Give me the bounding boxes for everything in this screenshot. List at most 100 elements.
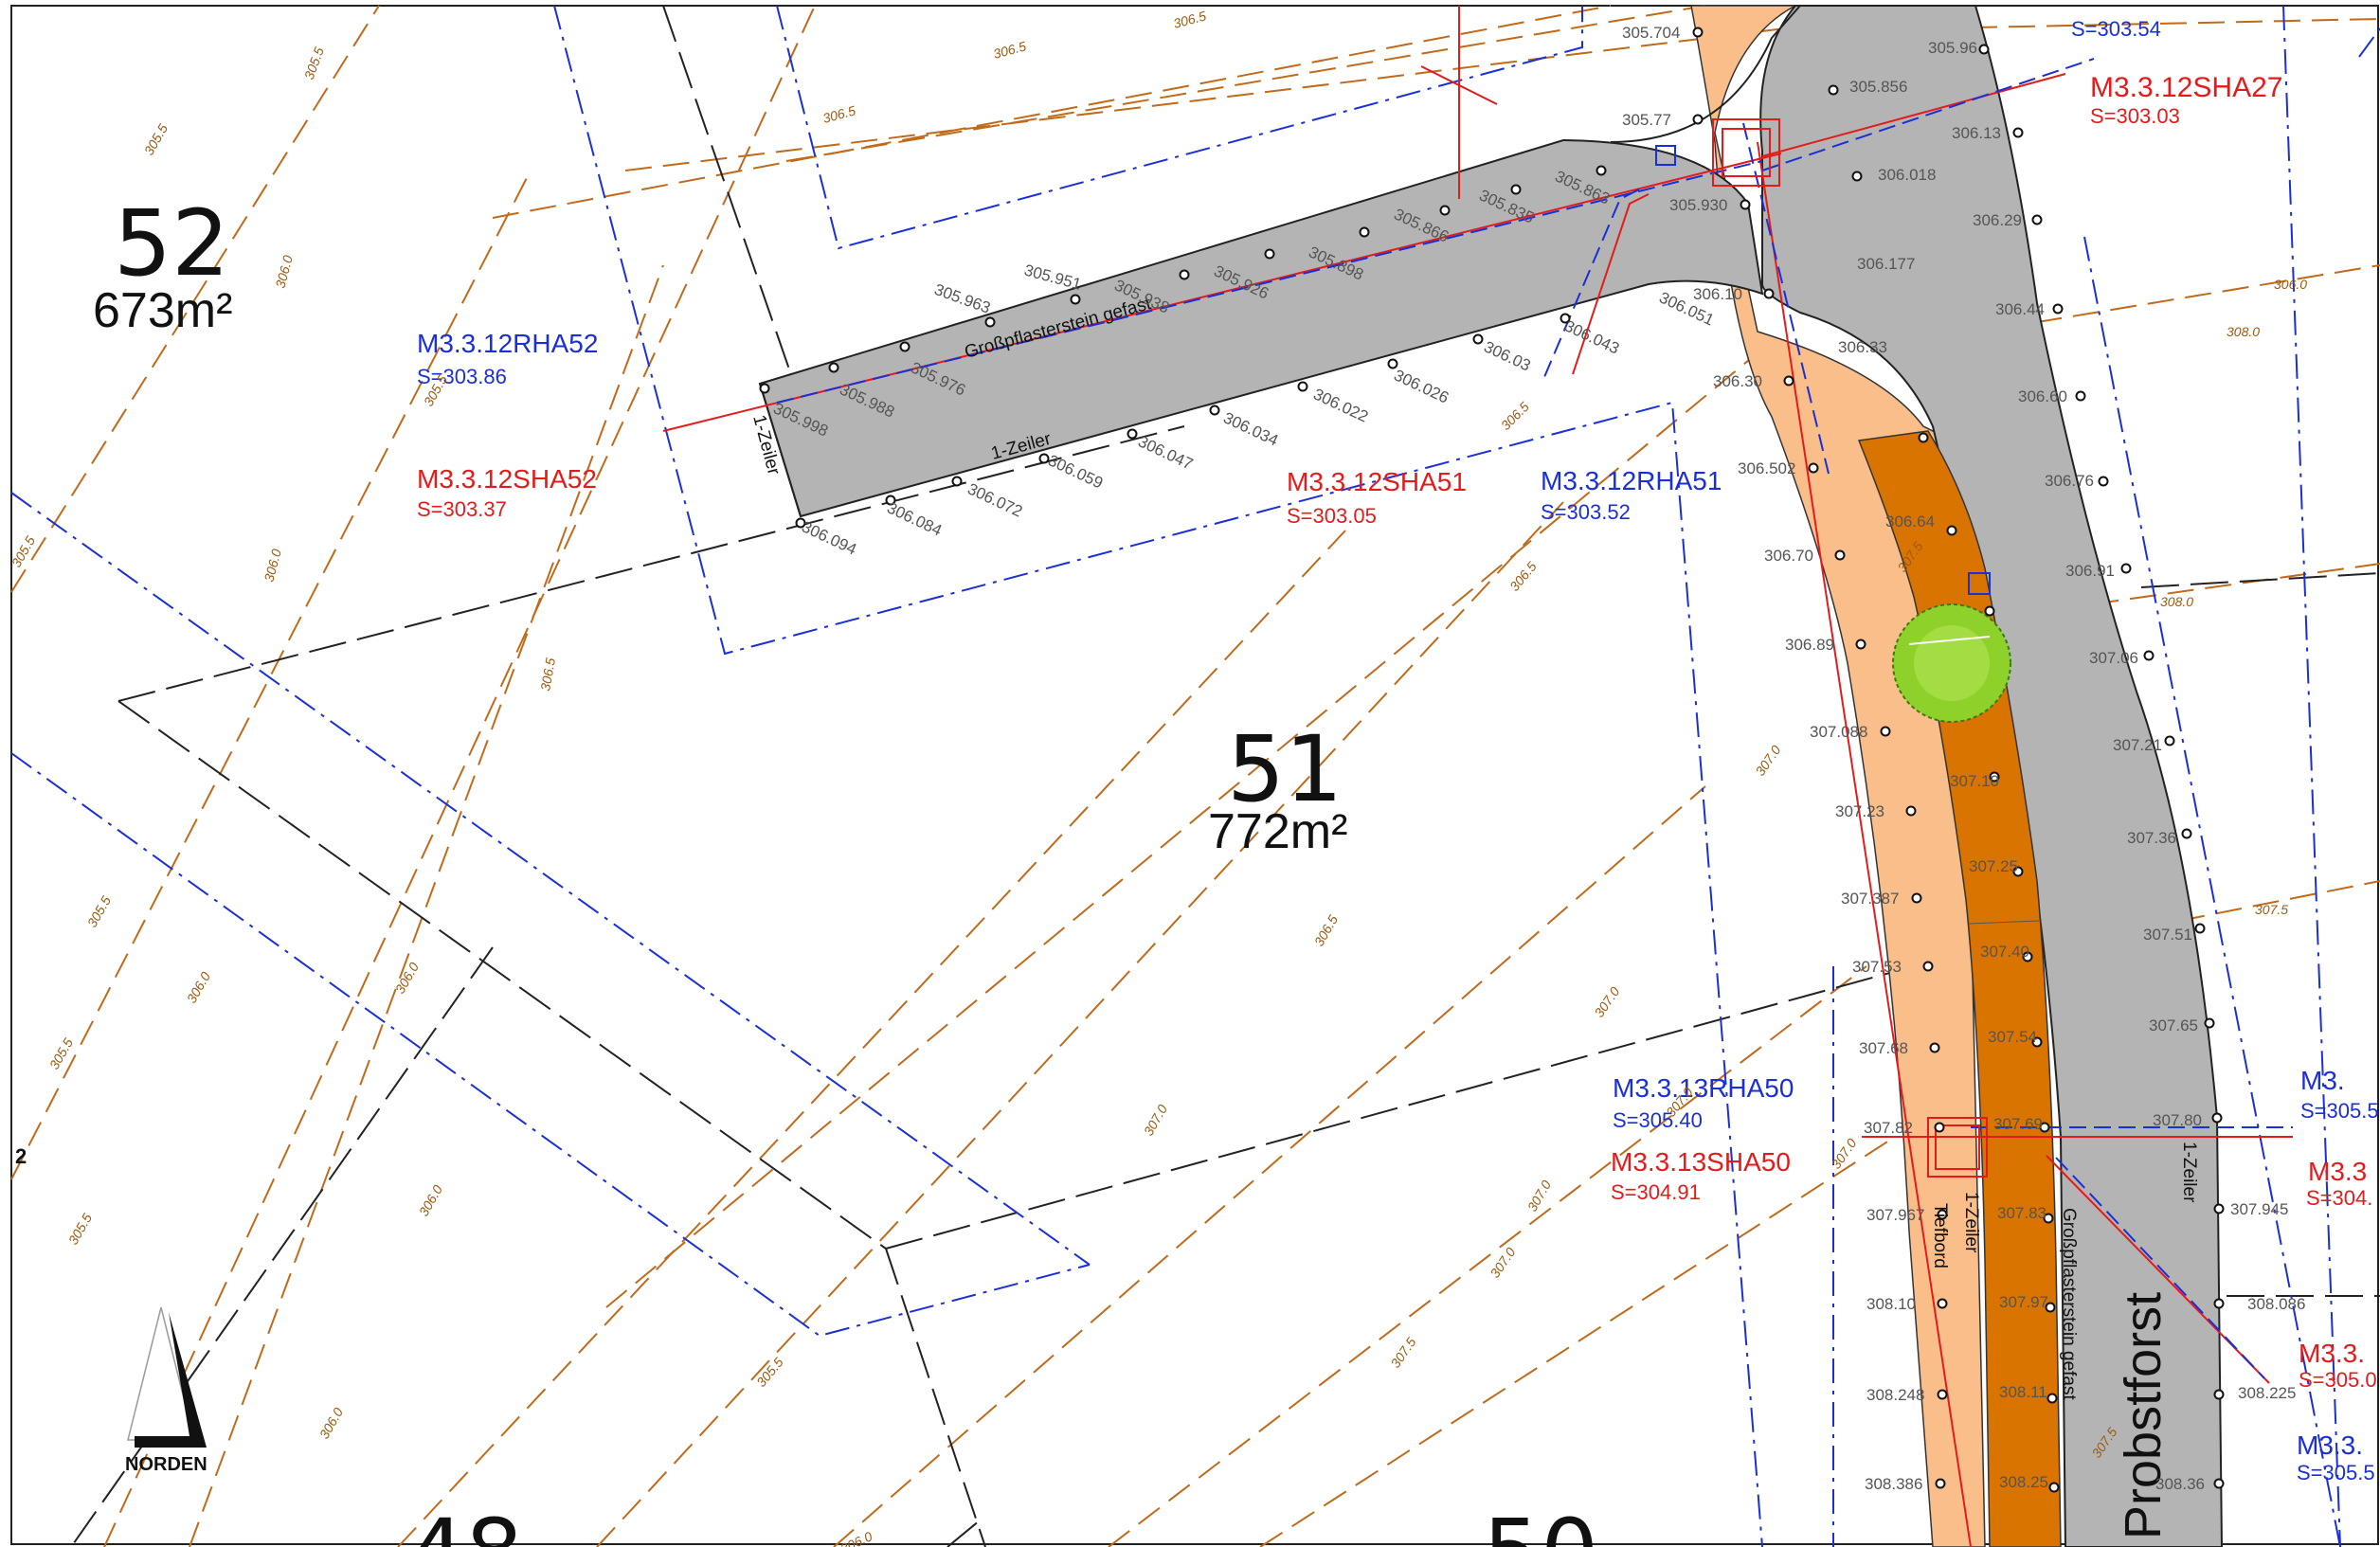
elevation-label: 307.65 (2149, 1016, 2198, 1034)
contour-label: 305.5 (65, 1211, 95, 1248)
elevation-label: 306.043 (1561, 316, 1622, 357)
elevation-label: 305.951 (1022, 261, 1083, 294)
elevation-label: 307.80 (2153, 1111, 2202, 1129)
survey-point (1264, 248, 1275, 260)
survey-point (1834, 549, 1846, 561)
elevation-label: 306.60 (2018, 387, 2067, 405)
survey-point (759, 383, 770, 394)
survey-point (1560, 313, 1571, 324)
sha-s: S=303.03 (2090, 104, 2180, 128)
elevation-label: 307.69 (1993, 1115, 2043, 1133)
sha-s: S=303.37 (417, 497, 507, 521)
elevation-label: 307.97 (1999, 1293, 2048, 1311)
elevation-labels-parking: 306.33 306.64 307.10 307.25 307.40 307.54 307.… (1838, 338, 2048, 1491)
lot-setback-lines (10, 5, 2380, 1547)
survey-point (1937, 1298, 1948, 1309)
sha-id: M3.3 (2308, 1157, 2367, 1186)
elevation-labels-west: 305.704 305.77 305.930 306.10 306.30 306.502 3… (1622, 24, 1924, 1493)
survey-point (1472, 333, 1484, 345)
survey-point (1179, 269, 1190, 280)
contour-label: 305.5 (84, 893, 114, 930)
elevation-label: 307.53 (1852, 958, 1902, 976)
survey-point (951, 476, 963, 487)
elevation-label: 307.945 (2230, 1200, 2288, 1218)
elevation-label: 308.248 (1866, 1386, 1924, 1404)
survey-point (2048, 1482, 2060, 1493)
elevation-label: 307.36 (2127, 829, 2176, 847)
sha-id: M3.3.12SHA51 (1287, 467, 1467, 496)
sha-id: M3.3.13SHA50 (1611, 1147, 1791, 1177)
elevation-label: 306.70 (1764, 547, 1813, 565)
contour-label: 306.5 (537, 657, 558, 692)
survey-point (1905, 805, 1917, 817)
contour-label: 306.0 (316, 1405, 346, 1442)
elevation-label: 307.83 (1997, 1204, 2046, 1222)
contour-label: 307.5 (1387, 1335, 1418, 1371)
survey-point (1596, 165, 1607, 176)
elevation-label: 307.387 (1841, 890, 1899, 908)
contour-label: 307.0 (1752, 743, 1783, 779)
contour-label: 305.5 (301, 45, 327, 81)
elevation-label: 307.68 (1859, 1039, 1908, 1057)
elevation-label: 305.96 (1928, 39, 1977, 57)
survey-point (1984, 605, 1995, 617)
survey-point (2204, 1017, 2215, 1029)
survey-point (2181, 828, 2192, 839)
elevation-label: 307.10 (1950, 772, 1999, 790)
survey-point (2045, 1302, 2056, 1313)
branch-road (758, 138, 1764, 518)
sha-id: M3.3.12SHA52 (417, 464, 597, 494)
survey-point (795, 517, 806, 529)
survey-point (2164, 735, 2175, 747)
contour-label: 308.0 (2227, 324, 2260, 339)
elevation-label: 308.36 (2155, 1475, 2205, 1493)
contour-label: 306.5 (1311, 912, 1341, 949)
parking-divider (1968, 920, 2040, 925)
gully-icons (1655, 145, 1991, 595)
elevation-label: 306.91 (2065, 562, 2115, 580)
parcel-area-52: 673m² (93, 283, 232, 338)
survey-point (828, 362, 839, 373)
contour-label: 307.0 (1487, 1245, 1518, 1281)
sha-s: S=305.0 (2299, 1368, 2377, 1392)
elevation-label: 305.930 (1669, 196, 1727, 214)
survey-point (1911, 892, 1922, 904)
elevation-label: 307.25 (1969, 857, 2018, 875)
rha-labels: M3.3.12RHA52 S=303.86 M3.3.12RHA51 S=303… (417, 17, 2379, 1484)
elevation-label: 306.44 (1995, 300, 2045, 318)
contour-label: 306.5 (821, 102, 857, 126)
elevation-label: 306.022 (1310, 385, 1371, 425)
survey-point (1070, 294, 1081, 305)
survey-point (1989, 771, 2000, 782)
survey-point (1937, 1389, 1948, 1400)
survey-point (1209, 405, 1220, 416)
main-road (1759, 5, 2224, 1547)
elevation-label: 306.034 (1220, 408, 1281, 449)
survey-point (2039, 1122, 2050, 1133)
elevation-label: 306.094 (799, 517, 859, 558)
sha-s: S=304.91 (1611, 1180, 1701, 1204)
rha-id: M3. (2300, 1066, 2345, 1095)
elevation-label: 306.13 (1952, 124, 2001, 142)
sha-s: S=304. (2306, 1186, 2372, 1210)
drawing-frame (10, 5, 2379, 1545)
contour-label: 306.0 (272, 254, 296, 290)
curb-label-east: 1-Zeiler (2179, 1142, 2199, 1203)
survey-point (1946, 525, 1957, 536)
contour-label: 308.0 (2160, 594, 2193, 609)
tiefbord-label: Tiefbord (1930, 1203, 1950, 1268)
rha-s: S=305.40 (1613, 1108, 1703, 1132)
rha-s: S=305.5 (2300, 1099, 2379, 1123)
elevation-label: 306.03 (1481, 337, 1533, 374)
paving-label-lower: Großpflasterstein gefast (2059, 1208, 2079, 1400)
street-name: Probstforst (2115, 1292, 2172, 1539)
survey-point (1387, 358, 1398, 369)
sha-labels: M3.3.12SHA52 S=303.37 M3.3.12SHA51 S=303… (417, 72, 2377, 1392)
contour-label: 305.5 (141, 121, 171, 158)
survey-point (1934, 1122, 1945, 1133)
survey-point (1937, 1209, 1948, 1220)
survey-point (1929, 1042, 1940, 1053)
survey-point (1692, 114, 1704, 125)
elevation-label: 306.026 (1391, 366, 1451, 406)
survey-point (1828, 84, 1839, 96)
